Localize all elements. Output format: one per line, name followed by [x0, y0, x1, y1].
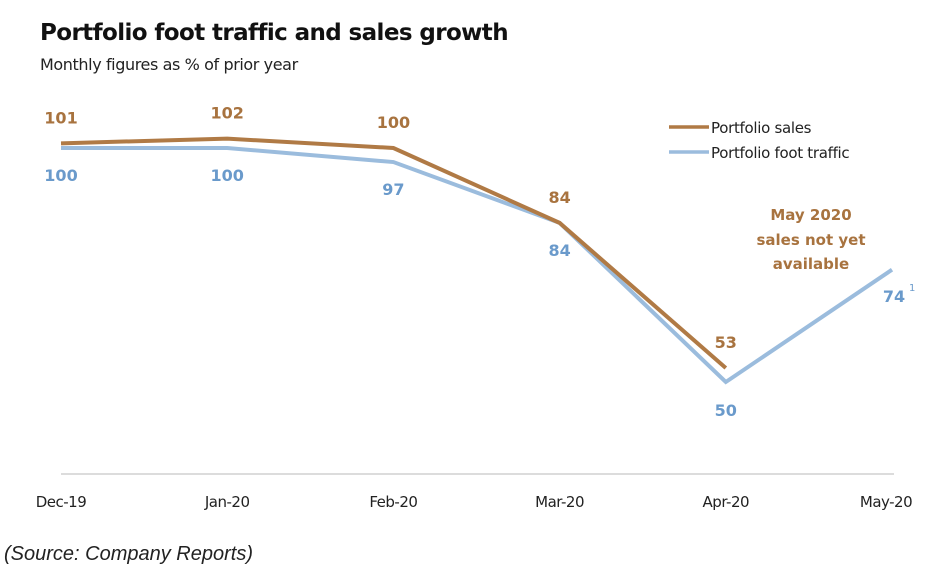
- data-label-sales: 101: [44, 108, 77, 127]
- x-tick-label: Apr-20: [703, 493, 750, 511]
- x-tick-label: Dec-19: [36, 493, 87, 511]
- legend-label-sales: Portfolio sales: [711, 119, 812, 137]
- data-label-foot-traffic: 84: [548, 241, 570, 260]
- legend-label-traffic: Portfolio foot traffic: [711, 144, 849, 162]
- annotation-line-2: sales not yet: [756, 231, 865, 249]
- series-line-foot-traffic: [61, 146, 894, 385]
- x-tick-label: Feb-20: [369, 493, 417, 511]
- footnote-marker: 1: [909, 283, 915, 294]
- x-tick-label: May-20: [860, 493, 912, 511]
- annotation-line-3: available: [773, 255, 849, 273]
- data-label-sales: 84: [548, 188, 570, 207]
- data-label-foot-traffic: 50: [715, 401, 737, 420]
- data-label-foot-traffic: 100: [210, 166, 243, 185]
- annotation: May 2020 sales not yet available: [756, 206, 865, 273]
- data-label-foot-traffic: 97: [382, 180, 404, 199]
- data-label-sales: 102: [210, 104, 243, 123]
- series-line-sales: [60, 136, 728, 370]
- chart-subtitle: Monthly figures as % of prior year: [40, 55, 298, 74]
- annotation-line-1: May 2020: [770, 206, 851, 224]
- data-label-foot-traffic: 100: [44, 166, 77, 185]
- legend: Portfolio sales Portfolio foot traffic: [669, 119, 850, 162]
- x-tick-label: Mar-20: [535, 493, 584, 511]
- source-note: (Source: Company Reports): [4, 543, 253, 565]
- chart-title: Portfolio foot traffic and sales growth: [40, 20, 509, 46]
- data-label-sales: 53: [715, 333, 737, 352]
- x-tick-label: Jan-20: [204, 493, 250, 511]
- data-label-sales: 100: [377, 113, 410, 132]
- data-label-foot-traffic: 74: [883, 287, 905, 306]
